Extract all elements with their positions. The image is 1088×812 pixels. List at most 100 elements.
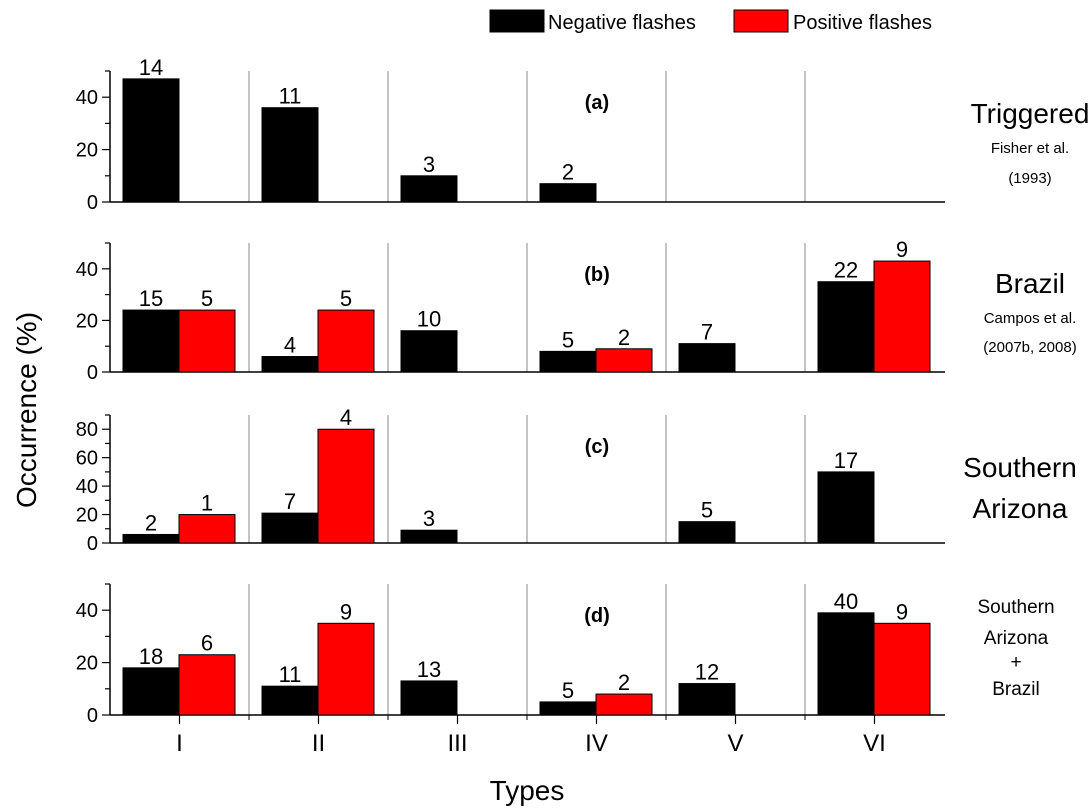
bar-positive bbox=[595, 693, 653, 716]
y-tick-label: 0 bbox=[87, 362, 98, 384]
bar-negative bbox=[539, 350, 597, 373]
source-label: Fisher et al. bbox=[991, 140, 1069, 157]
data-label: 10 bbox=[417, 307, 441, 332]
data-label: 9 bbox=[340, 599, 352, 624]
y-tick-label: 40 bbox=[76, 87, 98, 109]
x-axis-label: Types bbox=[490, 775, 565, 806]
bar-negative bbox=[678, 521, 736, 544]
region-label: Arizona bbox=[984, 628, 1049, 649]
bar-negative bbox=[261, 512, 319, 544]
y-tick-label: 20 bbox=[76, 140, 98, 162]
data-label: 11 bbox=[279, 84, 302, 109]
region-label: Brazil bbox=[992, 679, 1040, 700]
data-label: 7 bbox=[284, 489, 296, 514]
bar-negative bbox=[817, 281, 875, 373]
data-label: 5 bbox=[340, 286, 352, 311]
bar-negative bbox=[261, 356, 319, 373]
region-label: Brazil bbox=[995, 268, 1065, 299]
bar-negative bbox=[261, 685, 319, 716]
source-label: Campos et al. bbox=[984, 310, 1077, 327]
data-label: 11 bbox=[279, 662, 302, 687]
x-tick-label: V bbox=[727, 730, 743, 757]
bar-positive bbox=[873, 260, 931, 373]
region-label: + bbox=[1010, 652, 1021, 673]
legend-label-negative: Negative flashes bbox=[548, 12, 696, 34]
panel-tag: (a) bbox=[585, 92, 609, 114]
y-tick-label: 20 bbox=[76, 653, 98, 675]
panel-tag: (b) bbox=[584, 264, 610, 286]
data-label: 4 bbox=[340, 405, 352, 430]
bar-negative bbox=[400, 680, 458, 716]
bar-negative bbox=[817, 612, 875, 716]
bar-negative bbox=[400, 529, 458, 544]
bar-negative bbox=[400, 330, 458, 373]
region-label: Southern bbox=[977, 597, 1054, 618]
bar-positive bbox=[178, 514, 236, 544]
region-label: Triggered bbox=[971, 98, 1088, 129]
x-tick-label: I bbox=[176, 730, 183, 757]
data-label: 14 bbox=[139, 55, 163, 80]
x-tick-label: VI bbox=[863, 730, 886, 757]
legend-label-positive: Positive flashes bbox=[793, 12, 932, 34]
legend-swatch-negative bbox=[489, 9, 545, 33]
bar-negative bbox=[122, 667, 180, 716]
data-label: 1 bbox=[201, 491, 213, 516]
data-label: 15 bbox=[139, 286, 163, 311]
data-label: 18 bbox=[139, 644, 163, 669]
bar-positive bbox=[317, 428, 375, 544]
bar-positive bbox=[873, 622, 931, 716]
data-label: 5 bbox=[201, 286, 213, 311]
data-label: 40 bbox=[834, 589, 858, 614]
legend: Negative flashes Positive flashes bbox=[489, 9, 932, 34]
y-tick-label: 20 bbox=[76, 505, 98, 527]
data-label: 5 bbox=[701, 498, 713, 523]
y-axis-label: Occurrence (%) bbox=[11, 312, 42, 508]
data-label: 3 bbox=[423, 152, 435, 177]
data-label: 13 bbox=[417, 657, 441, 682]
data-label: 5 bbox=[562, 327, 574, 352]
source-label: (1993) bbox=[1008, 170, 1051, 187]
y-tick-label: 0 bbox=[87, 705, 98, 727]
data-label: 9 bbox=[896, 237, 908, 262]
y-tick-label: 0 bbox=[87, 192, 98, 214]
y-tick-label: 20 bbox=[76, 310, 98, 332]
data-label: 2 bbox=[562, 160, 574, 185]
data-label: 5 bbox=[562, 678, 574, 703]
data-label: 6 bbox=[201, 631, 213, 656]
bar-negative bbox=[122, 78, 180, 203]
bar-negative bbox=[400, 175, 458, 203]
data-label: 2 bbox=[145, 510, 157, 535]
bar-negative bbox=[261, 107, 319, 203]
x-tick-label: IV bbox=[585, 730, 608, 757]
data-label: 2 bbox=[618, 325, 630, 350]
panel-tag: (c) bbox=[585, 436, 609, 458]
y-tick-label: 40 bbox=[76, 600, 98, 622]
y-tick-label: 60 bbox=[76, 448, 98, 470]
x-tick-label: II bbox=[312, 730, 325, 757]
legend-swatch-positive bbox=[733, 9, 789, 33]
y-tick-label: 40 bbox=[76, 476, 98, 498]
bar-negative bbox=[122, 533, 180, 544]
bar-negative bbox=[678, 343, 736, 373]
bar-positive bbox=[595, 348, 653, 373]
data-label: 2 bbox=[618, 670, 630, 695]
data-label: 12 bbox=[695, 660, 719, 685]
bar-positive bbox=[178, 654, 236, 716]
x-tick-label: III bbox=[447, 730, 467, 757]
region-label: Southern bbox=[963, 452, 1077, 483]
bar-negative bbox=[678, 683, 736, 716]
data-label: 17 bbox=[834, 448, 858, 473]
region-label: Arizona bbox=[973, 493, 1068, 524]
panel-tag: (d) bbox=[584, 605, 610, 627]
bar-positive bbox=[317, 622, 375, 716]
bar-negative bbox=[817, 471, 875, 544]
bar-negative bbox=[122, 309, 180, 373]
bar-positive bbox=[178, 309, 236, 373]
bar-negative bbox=[539, 701, 597, 716]
y-tick-label: 40 bbox=[76, 259, 98, 281]
y-tick-label: 0 bbox=[87, 533, 98, 555]
bar-negative bbox=[539, 183, 597, 203]
data-label: 9 bbox=[896, 599, 908, 624]
